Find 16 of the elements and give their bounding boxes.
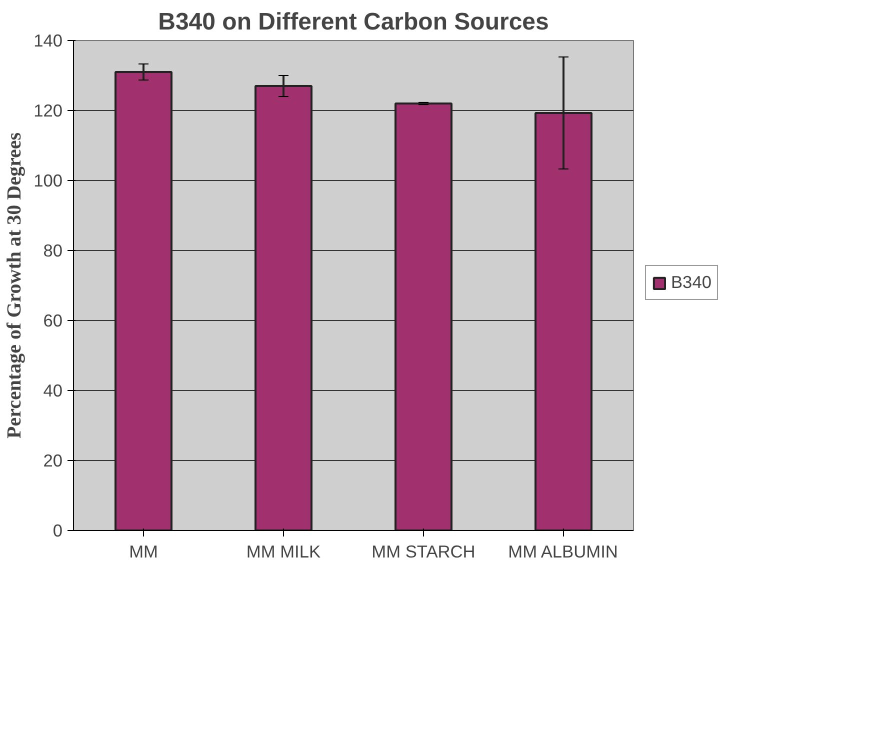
y-tick-label: 120: [34, 100, 63, 120]
x-tick-label: MM STARCH: [372, 542, 476, 562]
y-tick-label: 40: [43, 380, 63, 400]
bar: [394, 102, 452, 530]
y-tick-label: 100: [34, 170, 63, 190]
x-tick-label: MM: [129, 542, 158, 562]
chart-title: B340 on Different Carbon Sources: [158, 8, 549, 36]
legend-label: B340: [671, 272, 712, 293]
x-tick-label: MM ALBUMIN: [508, 542, 618, 562]
y-tick-label: 0: [52, 520, 63, 540]
y-tick-label: 60: [43, 310, 63, 330]
x-tick-label: MM MILK: [246, 542, 322, 562]
y-axis-title: Percentage of Growth at 30 Degrees: [4, 132, 26, 439]
y-tick-label: 20: [43, 450, 63, 470]
y-tick-label: 140: [34, 30, 63, 50]
y-tick-label: 80: [43, 240, 63, 260]
